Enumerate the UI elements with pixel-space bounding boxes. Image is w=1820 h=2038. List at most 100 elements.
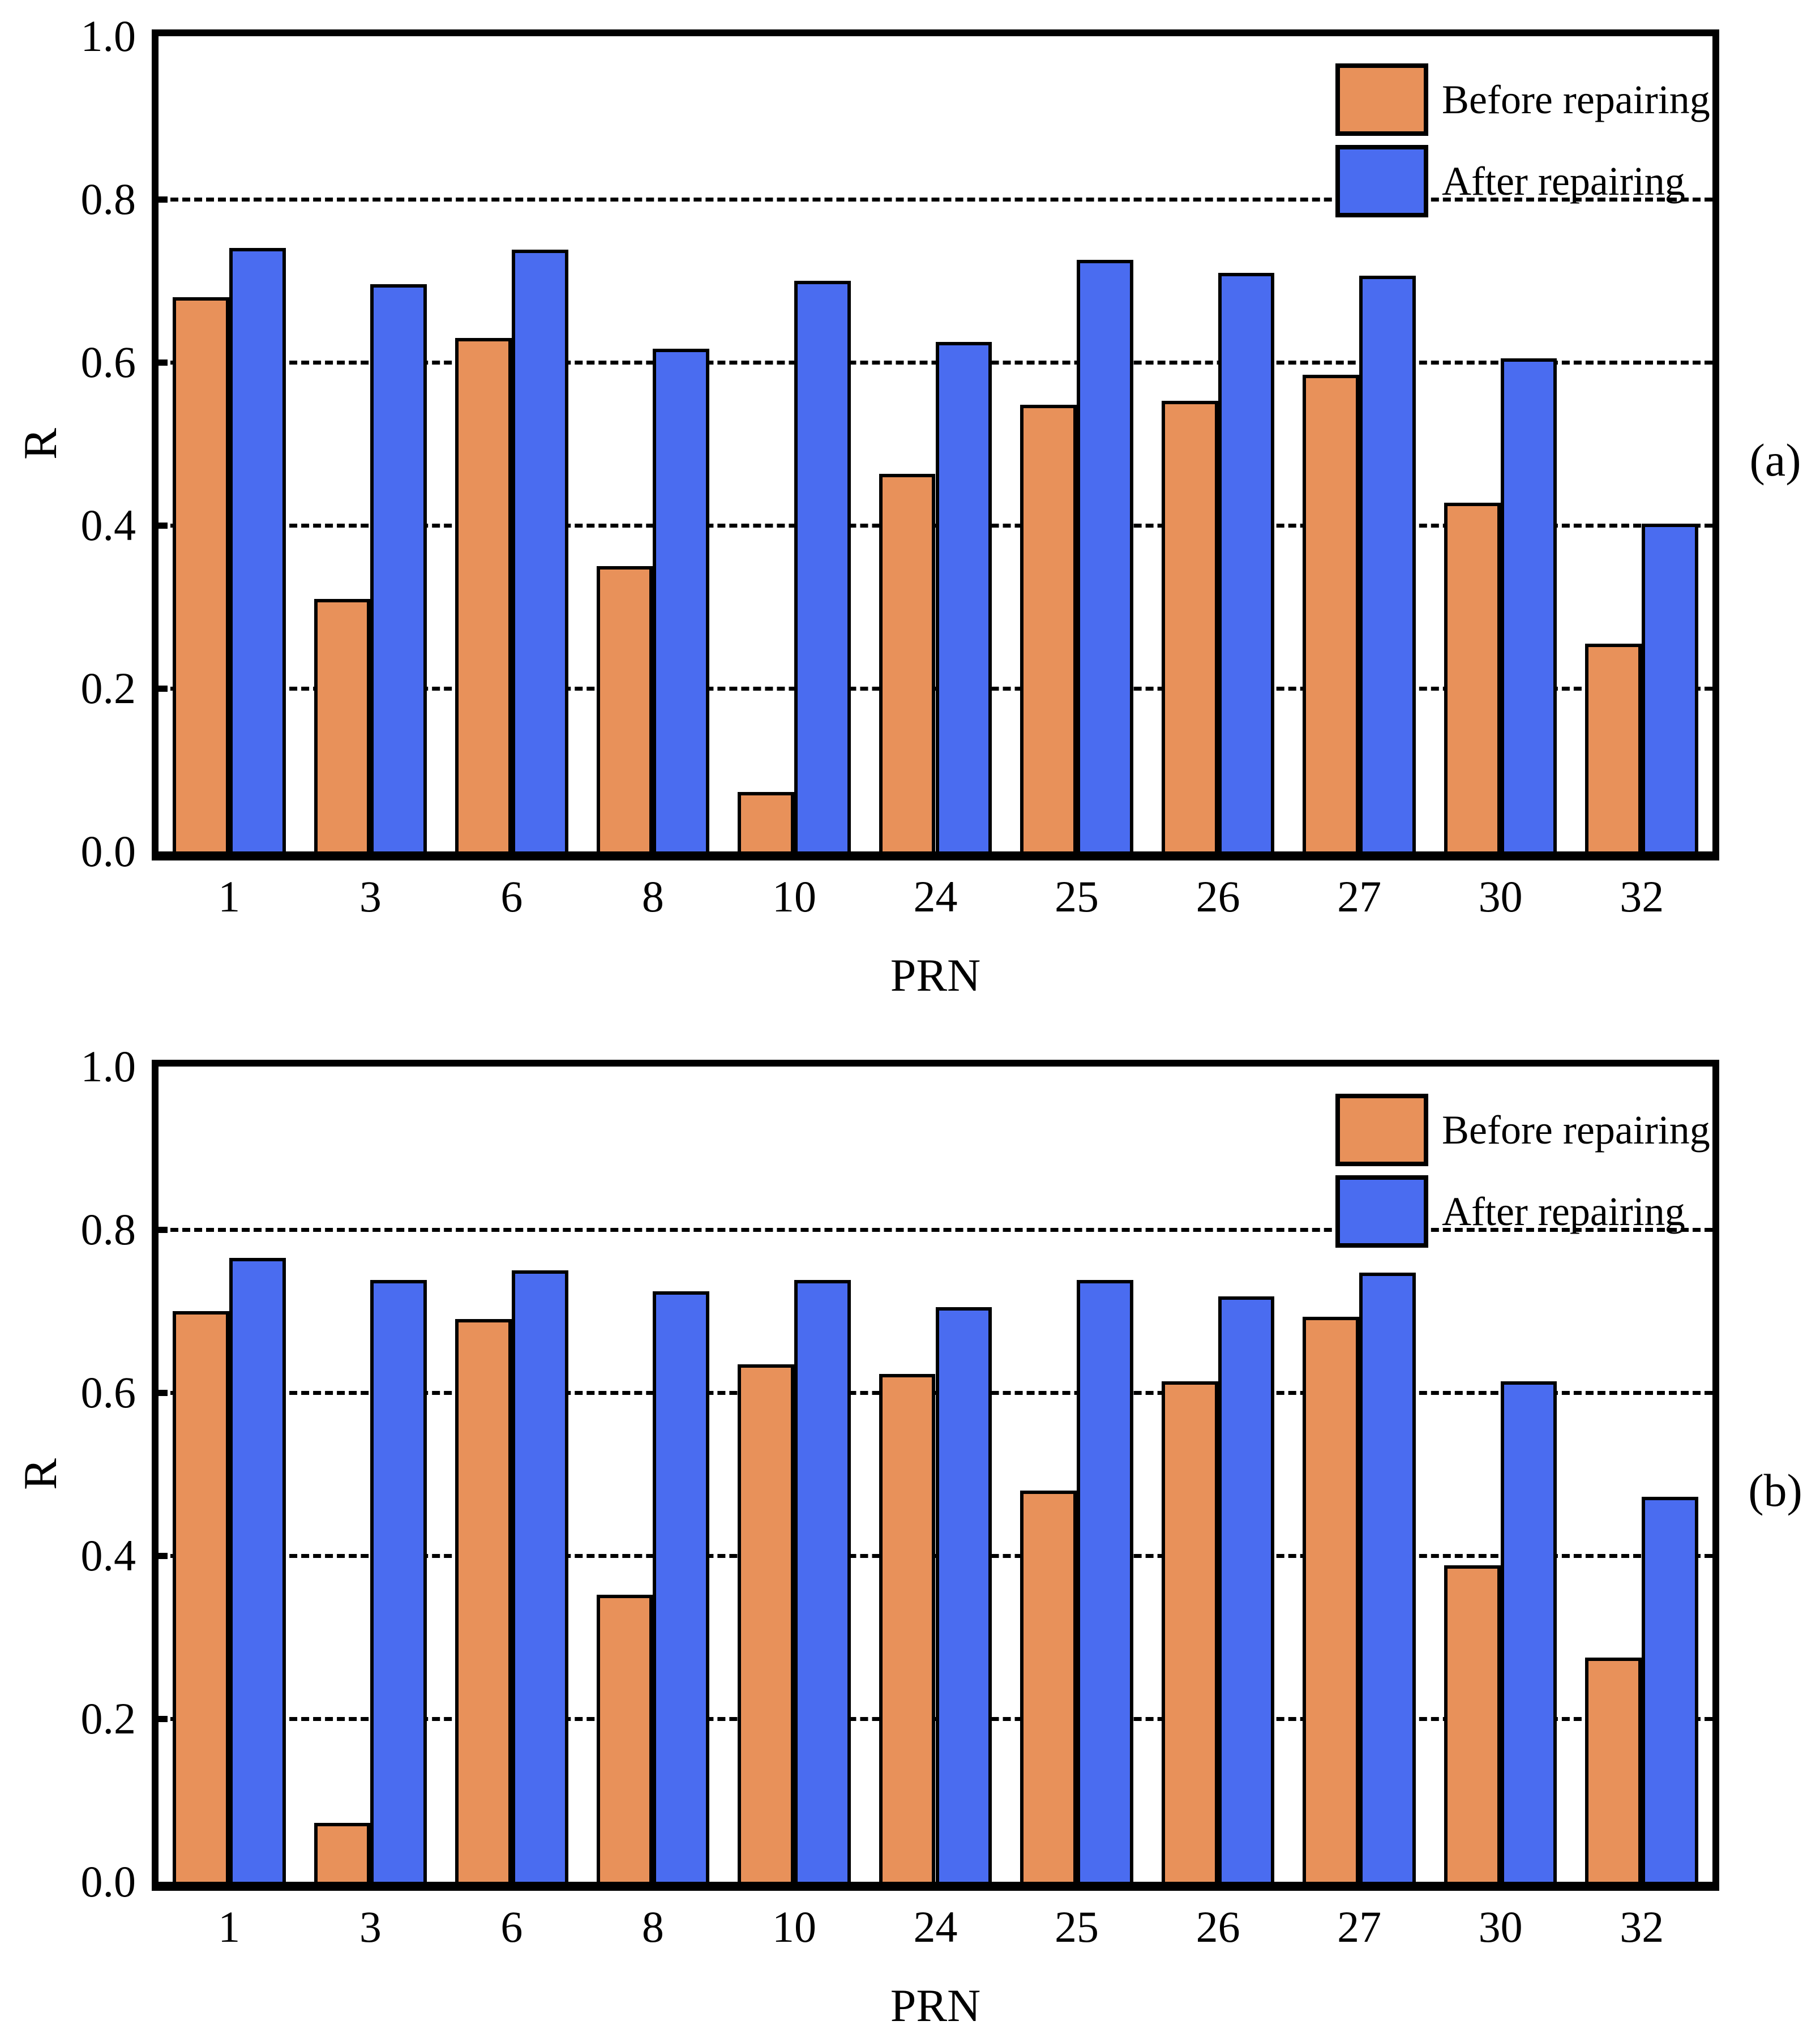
gridline-0.8: [159, 1228, 1712, 1232]
bar-before-prn-30: [1444, 502, 1501, 851]
y-tick-label-0.2: 0.2: [80, 1694, 136, 1743]
y-tick-mark: [159, 686, 168, 692]
bar-before-prn-27: [1303, 374, 1360, 851]
x-tick-label-prn-24: 24: [913, 872, 958, 921]
bar-before-prn-3: [314, 1823, 371, 1882]
x-tick-label-prn-30: 30: [1478, 1902, 1523, 1951]
y-tick-mark: [159, 1716, 168, 1722]
bar-before-prn-8: [596, 1595, 653, 1882]
bar-after-prn-3: [370, 1280, 427, 1882]
bar-before-prn-10: [738, 791, 794, 851]
bar-after-prn-30: [1500, 1381, 1557, 1882]
bar-before-prn-30: [1444, 1565, 1501, 1882]
bar-after-prn-26: [1218, 1296, 1275, 1882]
x-axis-label: PRN: [890, 949, 981, 1001]
legend-label-after-repairing: After repairing: [1442, 1189, 1685, 1234]
bar-after-prn-8: [653, 348, 710, 851]
y-tick-label-0.8: 0.8: [80, 174, 136, 224]
bar-before-prn-6: [455, 337, 512, 851]
bar-before-prn-25: [1020, 404, 1077, 851]
bar-before-prn-32: [1585, 643, 1642, 851]
legend-item-after: After repairing: [1335, 145, 1685, 217]
bar-after-prn-26: [1218, 272, 1275, 851]
x-tick-label-prn-32: 32: [1620, 872, 1664, 921]
bar-after-prn-27: [1359, 276, 1416, 851]
panel-label-b: (b): [1748, 1465, 1802, 1516]
legend-item-before: Before repairing: [1335, 63, 1710, 136]
x-tick-label-prn-27: 27: [1337, 1902, 1382, 1951]
x-tick-label-prn-6: 6: [500, 1902, 523, 1951]
y-tick-label-0.6: 0.6: [80, 337, 136, 387]
legend-item-before: Before repairing: [1335, 1094, 1710, 1166]
x-tick-label-prn-6: 6: [500, 872, 523, 921]
y-tick-mark: [159, 1553, 168, 1559]
legend-label-after-repairing: After repairing: [1442, 159, 1685, 204]
x-tick-label-prn-26: 26: [1196, 1902, 1240, 1951]
bar-before-prn-8: [596, 566, 653, 851]
x-tick-label-prn-3: 3: [359, 872, 382, 921]
bar-before-prn-32: [1585, 1658, 1642, 1882]
x-tick-label-prn-26: 26: [1196, 872, 1240, 921]
legend-swatch-before-repairing: [1335, 1094, 1428, 1166]
y-tick-label-0.4: 0.4: [80, 500, 136, 550]
bar-after-prn-10: [794, 1280, 851, 1882]
bar-after-prn-25: [1077, 1280, 1133, 1882]
legend-label-before-repairing: Before repairing: [1442, 77, 1710, 122]
x-tick-label-prn-25: 25: [1055, 1902, 1099, 1951]
x-tick-label-prn-1: 1: [218, 872, 241, 921]
panel-label-a: (a): [1749, 434, 1801, 486]
bar-before-prn-3: [314, 598, 371, 851]
bar-after-prn-24: [935, 342, 992, 851]
y-tick-mark: [159, 359, 168, 366]
y-tick-mark: [159, 196, 168, 203]
bar-after-prn-1: [229, 1258, 286, 1882]
bar-after-prn-30: [1500, 358, 1557, 851]
legend-item-after: After repairing: [1335, 1175, 1685, 1248]
x-tick-label-prn-10: 10: [772, 872, 816, 921]
bar-after-prn-32: [1642, 524, 1699, 851]
bar-before-prn-6: [455, 1319, 512, 1882]
bar-after-prn-6: [511, 1270, 568, 1882]
x-tick-label-prn-8: 8: [641, 872, 664, 921]
legend-swatch-after-repairing: [1335, 1175, 1428, 1248]
y-tick-mark: [159, 523, 168, 529]
x-tick-label-prn-1: 1: [218, 1902, 241, 1951]
y-tick-label-0.0: 0.0: [80, 827, 136, 876]
bar-before-prn-27: [1303, 1317, 1360, 1882]
chart-panel-a: R Before repairing After repairing 0.0 0.…: [14, 11, 1801, 1001]
bar-after-prn-32: [1642, 1497, 1699, 1882]
bar-before-prn-25: [1020, 1490, 1077, 1882]
bar-after-prn-10: [794, 281, 851, 851]
legend-swatch-before-repairing: [1335, 63, 1428, 136]
x-tick-label-prn-24: 24: [913, 1902, 958, 1951]
x-tick-label-prn-8: 8: [641, 1902, 664, 1951]
y-tick-mark: [159, 1227, 168, 1233]
x-tick-label-prn-3: 3: [359, 1902, 382, 1951]
bar-before-prn-10: [738, 1364, 794, 1882]
bar-after-prn-24: [935, 1307, 992, 1882]
x-tick-label-prn-30: 30: [1478, 872, 1523, 921]
x-axis-label: PRN: [890, 1980, 981, 2031]
bar-before-prn-26: [1161, 1381, 1218, 1882]
bar-after-prn-6: [511, 250, 568, 851]
y-tick-label-1.0: 1.0: [80, 1042, 136, 1091]
legend-swatch-after-repairing: [1335, 145, 1428, 217]
bar-after-prn-3: [370, 284, 427, 851]
bar-before-prn-1: [172, 297, 229, 851]
x-tick-label-prn-32: 32: [1620, 1902, 1664, 1951]
bar-before-prn-24: [879, 474, 936, 851]
bar-before-prn-24: [879, 1373, 936, 1882]
y-tick-label-1.0: 1.0: [80, 11, 136, 61]
gridline-0.8: [159, 198, 1712, 202]
bar-before-prn-26: [1161, 400, 1218, 851]
chart-panel-b: R Before repairing After repairing 0.0 0.…: [0, 1030, 1820, 2038]
bar-before-prn-1: [172, 1311, 229, 1882]
x-tick-label-prn-27: 27: [1337, 872, 1382, 921]
bar-after-prn-1: [229, 248, 286, 851]
bar-after-prn-27: [1359, 1273, 1416, 1882]
plot-area: Before repairing After repairing: [152, 1060, 1719, 1891]
bar-after-prn-25: [1077, 259, 1133, 851]
y-tick-label-0.6: 0.6: [80, 1368, 136, 1417]
x-tick-label-prn-25: 25: [1055, 872, 1099, 921]
x-tick-label-prn-10: 10: [772, 1902, 816, 1951]
